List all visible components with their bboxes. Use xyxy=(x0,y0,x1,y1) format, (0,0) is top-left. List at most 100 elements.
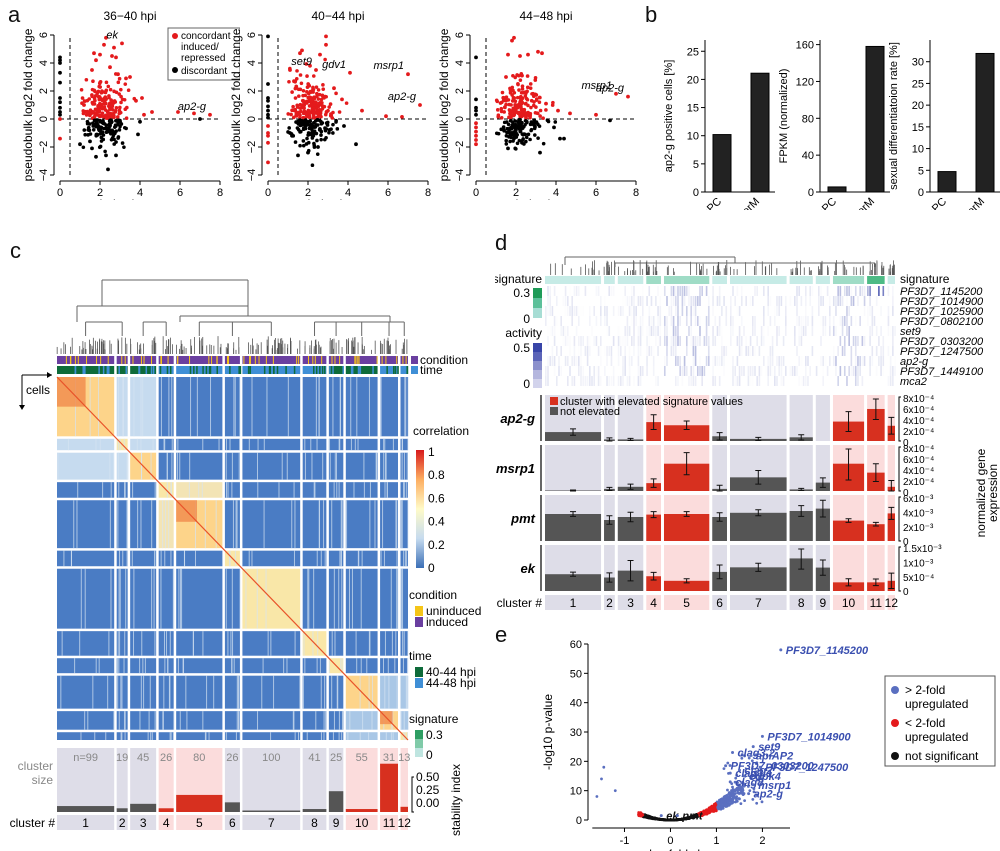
heatmap-texture xyxy=(348,568,350,629)
scatter-point-discordant xyxy=(58,55,62,60)
activity-cell xyxy=(584,376,587,386)
activity-cell xyxy=(629,296,631,306)
cluster-size-value: 19 xyxy=(116,752,128,764)
activity-cell xyxy=(826,366,829,376)
heatmap-texture xyxy=(186,711,188,730)
legend-title-condition: condition xyxy=(409,588,457,602)
heatmap-block xyxy=(57,631,115,656)
panel-label-e: e xyxy=(495,622,508,647)
activity-cell xyxy=(861,286,864,296)
heatmap-texture xyxy=(210,377,212,437)
heatmap-texture xyxy=(314,482,316,498)
error-bar xyxy=(845,518,852,523)
activity-cell xyxy=(683,366,686,376)
activity-cell xyxy=(712,336,714,346)
activity-cell xyxy=(560,326,562,336)
activity-cell xyxy=(703,336,706,346)
cluster-size-value: 45 xyxy=(137,752,149,764)
scatter-point-concordant xyxy=(317,92,322,97)
y-tick-label: 5 xyxy=(693,159,699,171)
scatter-point-concordant xyxy=(507,108,512,112)
heatmap-texture xyxy=(154,550,156,567)
y-tick-label: 0 xyxy=(576,815,582,827)
cluster-num-bg xyxy=(712,595,727,610)
activity-cell xyxy=(752,376,754,386)
scatter-point-concordant xyxy=(192,111,196,116)
heatmap-texture xyxy=(355,631,357,656)
volcano-point xyxy=(721,799,725,803)
scatter-point-concordant xyxy=(519,90,524,95)
volcano-point xyxy=(708,807,711,811)
heatmap-texture xyxy=(294,732,296,740)
heatmap-texture xyxy=(133,568,135,629)
scatter-point-discordant xyxy=(295,120,300,125)
activity-cell xyxy=(650,346,653,356)
activity-cell xyxy=(547,366,549,376)
scatter-point-discordant xyxy=(526,132,531,137)
scatter-point-concordant xyxy=(328,113,333,118)
activity-cell xyxy=(749,366,752,376)
heatmap-texture xyxy=(361,550,363,567)
heatmap-texture xyxy=(403,452,405,480)
activity-cell xyxy=(573,306,576,316)
heatmap-texture xyxy=(333,711,335,730)
condition-bar xyxy=(130,356,157,364)
activity-cell xyxy=(839,316,842,326)
activity-cell xyxy=(871,306,874,316)
scatter-point-discordant xyxy=(98,144,103,149)
scatter-point-discordant xyxy=(520,140,524,145)
heatmap-texture xyxy=(316,438,318,451)
scatter-point-concordant xyxy=(324,34,328,39)
scatter-point-concordant xyxy=(302,106,306,110)
heatmap-block xyxy=(158,452,174,480)
time-mark xyxy=(145,366,148,374)
bar-1 xyxy=(975,52,995,193)
volcano-point xyxy=(735,787,738,791)
activity-cell xyxy=(714,336,717,346)
heatmap-texture xyxy=(347,732,349,740)
scatter-point-discordant xyxy=(266,115,270,120)
activity-cell xyxy=(573,286,576,296)
y-tick-label: 50 xyxy=(570,668,582,680)
x-tick-label: -1 xyxy=(620,835,630,847)
y-tick-label: 2 xyxy=(38,88,50,94)
scatter-point-concordant xyxy=(142,112,146,117)
heatmap-texture xyxy=(293,550,295,567)
chart-title: 36−40 hpi xyxy=(103,9,156,23)
scatter-point-concordant xyxy=(517,88,521,92)
heatmap-texture xyxy=(80,732,82,740)
activity-cell xyxy=(804,356,807,366)
stability-axis-label: stability index xyxy=(449,764,463,836)
activity-cell xyxy=(567,336,569,346)
scatter-point-concordant xyxy=(150,110,154,114)
scatter-point-concordant xyxy=(288,68,292,72)
heatmap-texture xyxy=(225,568,227,629)
scatter-point-concordant xyxy=(319,114,323,119)
heatmap-texture xyxy=(151,732,153,740)
scatter-point-concordant xyxy=(82,103,86,107)
heatmap-texture xyxy=(251,377,253,437)
scatter-point-discordant xyxy=(306,150,310,155)
heatmap-texture xyxy=(163,438,165,451)
activity-cell xyxy=(578,286,580,296)
scatter-point-concordant xyxy=(323,57,327,62)
volcano-point xyxy=(736,781,739,785)
activity-cell xyxy=(712,356,714,366)
gene-row-label: PF3D7_1145200 xyxy=(900,286,983,298)
scatter-point-concordant xyxy=(318,111,323,116)
error-bar xyxy=(650,571,657,581)
activity-cell xyxy=(612,366,615,376)
heatmap-block xyxy=(158,711,174,730)
scatter-point-discordant xyxy=(502,120,507,125)
y-tick-label: 160 xyxy=(796,40,814,52)
activity-cell xyxy=(776,356,778,366)
scatter-point-concordant xyxy=(500,90,505,95)
heatmap-texture xyxy=(363,482,365,498)
heatmap-texture xyxy=(392,711,394,730)
activity-cell xyxy=(846,376,848,386)
heatmap-texture xyxy=(117,452,119,480)
heatmap-texture xyxy=(359,732,361,740)
volcano-point xyxy=(671,818,675,822)
scatter-point-discordant xyxy=(327,130,331,135)
time-mark xyxy=(209,366,212,374)
